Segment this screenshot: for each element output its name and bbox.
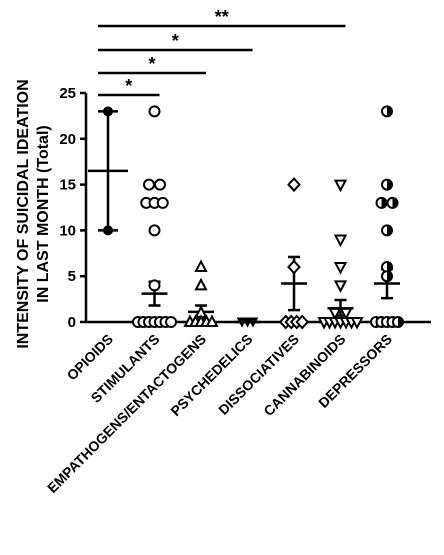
data-point (381, 178, 393, 191)
data-point (339, 307, 353, 321)
data-point-fill (387, 262, 392, 273)
data-point-fill (381, 197, 387, 208)
data-point-fill (387, 106, 392, 117)
data-point (333, 262, 348, 275)
data-groups (88, 105, 404, 330)
significance-brackets: ***** (98, 7, 346, 97)
y-axis-title-line-1: INTENSITY OF SUICIDAL IDEATION (15, 79, 32, 348)
data-point (381, 270, 393, 283)
data-point-fill (398, 317, 403, 327)
data-point (328, 307, 342, 321)
data-point (156, 196, 169, 209)
data-point-fill (387, 179, 392, 190)
data-point (154, 178, 166, 191)
data-point (165, 316, 177, 328)
y-tick-label: 15 (59, 177, 76, 194)
data-point (333, 280, 348, 294)
data-point-fill (387, 271, 392, 282)
y-tick-label: 25 (59, 85, 76, 102)
significance-label: * (172, 31, 179, 51)
data-point (194, 277, 208, 291)
data-point (205, 314, 219, 327)
data-point (386, 196, 399, 209)
data-group (183, 259, 219, 327)
data-point (350, 317, 364, 330)
data-point (194, 259, 208, 273)
y-tick-label: 5 (68, 268, 76, 285)
x-axis-category-labels: OPIOIDSSTIMULANTSEMPATHOGENS/ENTACTOGENS… (44, 331, 395, 496)
data-point (103, 225, 113, 236)
data-point (392, 316, 404, 328)
data-point (103, 106, 113, 117)
x-category-label: CANNABINOIDS (260, 331, 348, 419)
data-group (132, 105, 177, 328)
y-axis-title: INTENSITY OF SUICIDAL IDEATION IN LAST M… (15, 79, 52, 348)
data-point (333, 179, 348, 193)
y-axis-title-line-2: IN LAST MONTH (Total) (35, 125, 52, 302)
data-point (287, 259, 301, 275)
data-point (381, 105, 393, 118)
y-tick-label: 10 (59, 222, 76, 239)
y-tick-label: 0 (68, 314, 76, 331)
x-category-label: DISSOCIATIVES (215, 331, 302, 418)
data-point-fill (392, 197, 398, 208)
data-point (375, 196, 388, 209)
y-axis-ticks: 0 5 10 15 20 25 (59, 85, 86, 331)
data-point (295, 314, 310, 330)
data-point (143, 178, 155, 191)
data-point (381, 224, 393, 237)
y-tick-label: 20 (59, 131, 76, 148)
data-group (234, 317, 261, 328)
data-point (333, 234, 348, 248)
data-group (278, 177, 310, 330)
significance-label: * (125, 76, 132, 96)
x-category-label: PSYCHEDELICS (167, 331, 255, 419)
data-group (317, 179, 364, 330)
data-point (148, 224, 161, 237)
data-group (370, 105, 404, 328)
data-group (88, 106, 128, 236)
significance-label: ** (215, 7, 229, 27)
data-point (247, 317, 259, 328)
significance-label: * (148, 54, 155, 74)
data-point (287, 177, 301, 193)
data-point (148, 279, 161, 292)
data-point-fill (387, 225, 392, 236)
data-point (148, 105, 161, 118)
